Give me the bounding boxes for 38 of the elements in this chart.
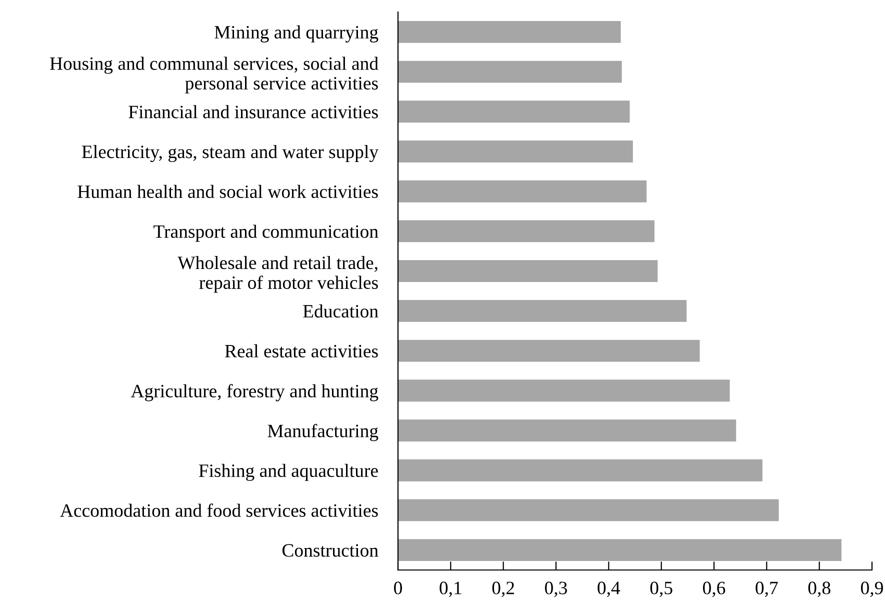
bar xyxy=(398,220,654,242)
y-tick-label: Housing and communal services, social and personal service activities xyxy=(50,56,378,94)
bar xyxy=(398,20,621,43)
x-tick-label: 0,9 xyxy=(860,582,883,598)
y-tick-label: Accomodation and food services activities xyxy=(60,504,378,517)
y-tick-label: Transport and communication xyxy=(154,224,378,242)
x-tick-label: 0,4 xyxy=(598,582,620,598)
bar xyxy=(398,180,647,202)
y-tick-label: Mining and quarrying xyxy=(214,25,378,42)
y-tick-label: Human health and social work activities xyxy=(78,184,378,198)
y-tick-label: Agriculture, forestry and hunting xyxy=(130,384,378,402)
x-tick-label: 0,8 xyxy=(808,582,830,598)
bar xyxy=(398,260,658,282)
y-tick-label: Construction xyxy=(282,544,378,557)
x-tick-label: 0,5 xyxy=(650,582,672,598)
y-tick-label: Real estate activities xyxy=(224,344,378,358)
bar xyxy=(398,60,622,83)
x-tick-label: 0,3 xyxy=(544,582,567,598)
bar xyxy=(398,140,633,162)
bar xyxy=(398,539,842,562)
x-tick-label: 0,6 xyxy=(702,582,726,598)
bar xyxy=(398,340,700,362)
bar xyxy=(398,420,736,442)
y-tick-label: Manufacturing xyxy=(268,424,378,442)
x-tick-label: 0 xyxy=(394,582,402,594)
x-tick-label: 0,1 xyxy=(440,582,462,598)
y-tick-label: Fishing and aquaculture xyxy=(198,464,378,481)
x-tick-label: 0,7 xyxy=(756,582,778,598)
bar xyxy=(398,300,687,322)
bar xyxy=(398,499,779,522)
y-tick-label: Electricity, gas, steam and water supply xyxy=(82,144,378,162)
x-tick-label: 0,2 xyxy=(492,582,514,598)
bar xyxy=(398,380,730,402)
y-tick-label: Education xyxy=(303,304,378,318)
bar xyxy=(398,459,762,482)
y-tick-label: Financial and insurance activities xyxy=(128,105,378,118)
bar xyxy=(398,100,630,123)
y-tick-label: Wholesale and retail trade, repair of motor vehicles xyxy=(178,256,378,293)
